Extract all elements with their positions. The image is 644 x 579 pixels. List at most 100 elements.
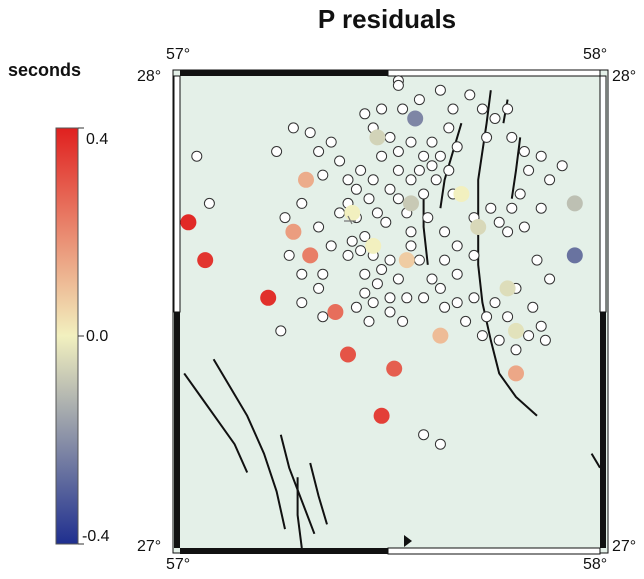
event-circle: [434, 282, 446, 294]
colorbar-label: seconds: [8, 60, 82, 80]
event-circle: [468, 249, 480, 261]
event-circle: [296, 197, 308, 209]
event-circle: [418, 292, 430, 304]
fault-line: [510, 137, 522, 199]
fault-line: [590, 453, 601, 469]
event-circle: [334, 155, 346, 167]
event-circle: [434, 438, 446, 450]
station-residuals: [180, 110, 583, 424]
fault-line: [183, 372, 249, 473]
station-marker-icon: [404, 535, 412, 547]
event-circle: [367, 297, 379, 309]
lat-label-top-right: 28°: [612, 68, 637, 85]
event-circle: [346, 235, 358, 247]
event-circle: [317, 311, 329, 323]
event-circle: [384, 292, 396, 304]
event-circle: [350, 183, 362, 195]
station-circle: [302, 247, 319, 264]
event-circle: [439, 254, 451, 266]
lat-label-bottom-left: 27°: [137, 538, 162, 555]
event-circle: [355, 245, 367, 257]
event-circle: [476, 103, 488, 115]
station-circle: [327, 304, 344, 320]
fault-line: [309, 462, 328, 525]
event-circle: [535, 202, 547, 214]
event-circle: [544, 174, 556, 186]
lon-label-bottom-right: 58°: [583, 556, 608, 573]
colorbar-ticks: [78, 127, 84, 545]
event-circle: [397, 315, 409, 327]
event-circle: [489, 113, 501, 124]
event-circle: [376, 103, 388, 115]
station-circle: [285, 223, 302, 240]
event-circle: [451, 297, 463, 309]
event-circle: [413, 164, 425, 176]
colorbar-tick-min: -0.4: [82, 528, 110, 545]
station-circle: [432, 327, 449, 344]
event-circle: [359, 231, 371, 242]
event-circle: [493, 216, 505, 228]
colorbar-tick-max: 0.4: [86, 131, 109, 148]
event-circle: [413, 94, 425, 106]
event-circle: [334, 207, 346, 219]
event-circle: [502, 226, 514, 238]
station-circle: [403, 195, 419, 212]
event-circle: [523, 164, 535, 176]
event-circle: [531, 254, 543, 266]
event-circle: [502, 103, 514, 115]
frame-segment-bottom-white: [387, 547, 601, 555]
event-circle: [430, 174, 442, 186]
frame-segment-left-black: [174, 312, 180, 548]
event-circle: [460, 315, 472, 327]
station-circle: [180, 214, 197, 231]
event-circle: [413, 254, 425, 266]
station-circle: [197, 252, 214, 269]
frame-segment-left-white: [173, 75, 181, 313]
station-circle: [398, 252, 415, 269]
lon-label-top-right: 58°: [583, 46, 608, 63]
event-circle: [514, 188, 526, 200]
event-circle: [296, 268, 308, 280]
event-circle: [451, 268, 463, 280]
event-circle: [392, 164, 404, 176]
frame-segment-bottom-black: [180, 548, 388, 554]
event-circle: [426, 273, 438, 285]
event-circle: [283, 249, 295, 261]
event-circle: [342, 249, 354, 261]
event-circle: [556, 160, 568, 172]
event-circle: [392, 79, 404, 91]
event-circle: [506, 131, 518, 143]
station-circle: [508, 365, 524, 382]
event-circle: [535, 150, 547, 162]
event-circle: [422, 212, 434, 224]
station-circle: [407, 110, 424, 127]
event-circle: [527, 301, 539, 313]
frame-segment-top-black: [180, 70, 388, 76]
station-circle: [260, 289, 277, 306]
event-circle: [342, 174, 354, 186]
lon-label-bottom-left: 57°: [166, 556, 191, 573]
event-circle: [350, 301, 362, 313]
station-circle: [344, 204, 361, 221]
fault-line: [279, 434, 316, 535]
event-circle: [384, 131, 396, 143]
lat-label-top-left: 28°: [137, 68, 162, 85]
event-circle: [371, 207, 383, 219]
lat-label-bottom-right: 27°: [612, 538, 637, 555]
event-circle: [392, 146, 404, 157]
station-circle: [508, 322, 524, 339]
event-circle: [506, 202, 518, 214]
event-circle: [443, 122, 455, 134]
event-circle: [523, 330, 535, 342]
event-circle: [468, 292, 480, 304]
colorbar: [55, 127, 79, 545]
event-circle: [405, 136, 417, 148]
event-circle: [535, 320, 547, 332]
fault-line: [296, 477, 303, 549]
event-circle: [359, 287, 371, 299]
event-circle: [359, 108, 371, 120]
event-circle: [325, 136, 337, 148]
event-circle: [451, 240, 463, 252]
event-circle: [384, 183, 396, 195]
